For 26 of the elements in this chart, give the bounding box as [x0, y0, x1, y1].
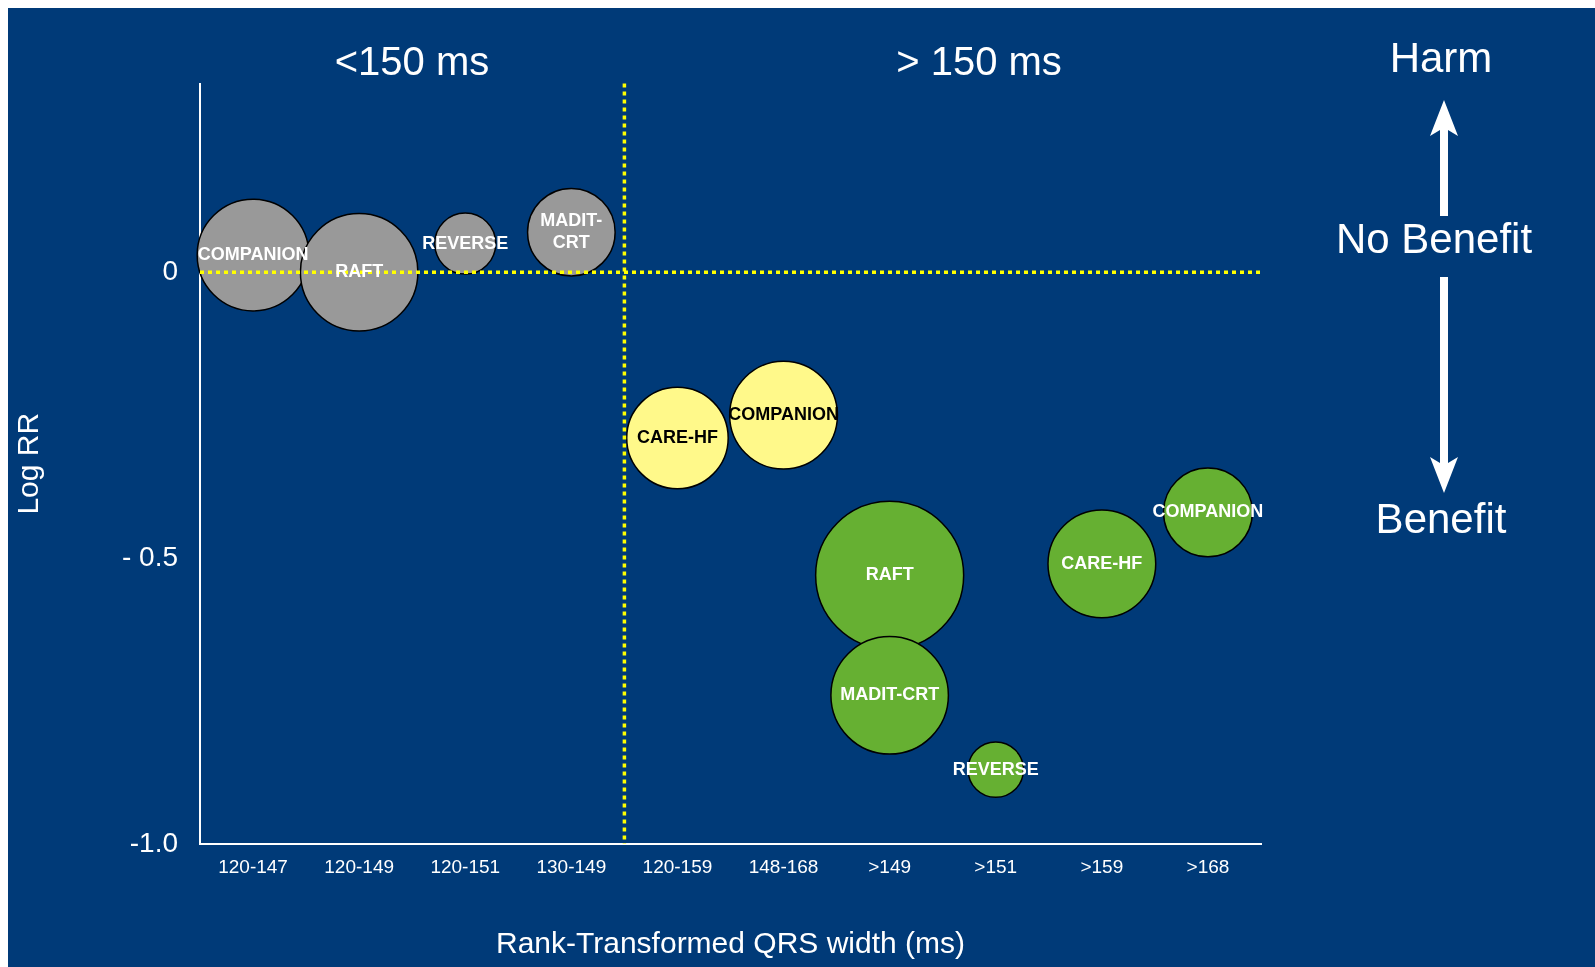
- x-tick-label: 120-159: [642, 855, 713, 877]
- x-tick-label: >159: [1080, 855, 1124, 877]
- y-tick-label: -1.0: [129, 826, 178, 858]
- y-tick-label: - 0.5: [121, 540, 178, 572]
- text: Harm: [1389, 34, 1493, 82]
- y-tick-label: 0: [162, 254, 178, 286]
- x-tick-label: >168: [1186, 855, 1230, 877]
- data-label: RAFT: [865, 564, 914, 585]
- x-tick-label: 120-147: [218, 855, 288, 877]
- x-tick-label: 130-149: [536, 855, 607, 877]
- data-label: CARE-HF: [1061, 552, 1143, 573]
- x-tick-label: >149: [868, 855, 912, 877]
- data-label: RAFT: [335, 261, 384, 282]
- data-label: MADIT-CRT: [840, 684, 940, 705]
- data-label: CARE-HF: [636, 426, 718, 447]
- x-tick-label: 120-149: [324, 855, 395, 877]
- x-axis-title: Rank-Transformed QRS width (ms): [496, 926, 965, 960]
- text: No Benefit: [1335, 215, 1533, 263]
- x-tick-label: >151: [974, 855, 1018, 877]
- text: <150 ms: [334, 38, 490, 84]
- text: Benefit: [1375, 495, 1507, 543]
- x-tick-label: 120-151: [430, 855, 501, 877]
- x-tick-label: 148-168: [748, 855, 819, 877]
- data-label: MADIT-CRT: [540, 210, 603, 253]
- y-axis-title: Log RR: [11, 412, 45, 515]
- text: > 150 ms: [896, 38, 1062, 84]
